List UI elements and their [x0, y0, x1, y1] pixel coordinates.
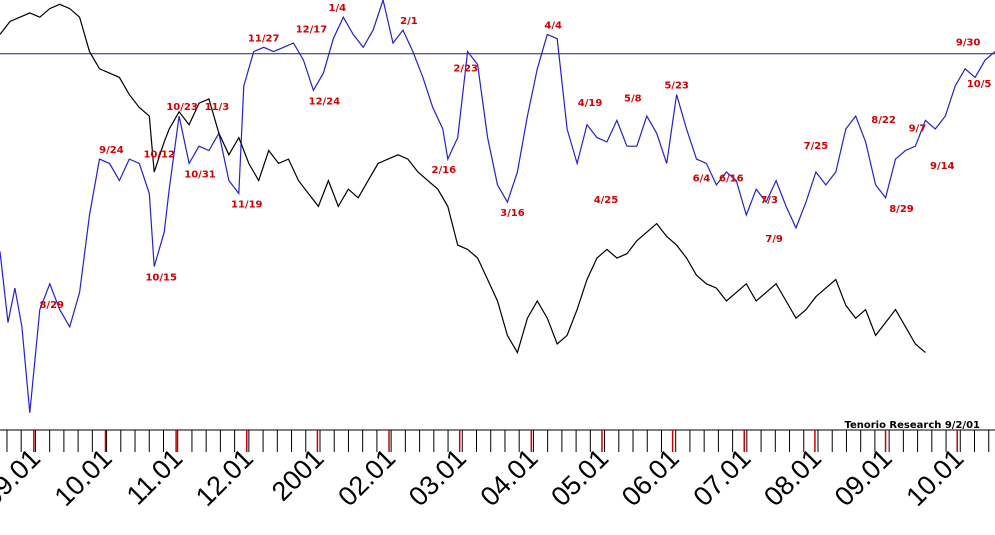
annotation-label: 7/25: [804, 141, 829, 152]
x-tick-label: 07.01: [688, 443, 757, 512]
x-tick-label: 10.01: [49, 443, 118, 512]
x-tick-label: 05.01: [545, 443, 614, 512]
annotation-label: 7/9: [765, 234, 783, 245]
x-tick-label: 02.01: [332, 443, 401, 512]
annotation-label: 5/23: [664, 81, 689, 92]
annotation-label: 9/14: [930, 161, 955, 172]
annotation-label: 10/5: [967, 79, 992, 90]
annotation-label: 10/12: [143, 149, 175, 160]
annotation-label: 10/31: [184, 169, 216, 180]
annotation-label: 3/16: [500, 208, 525, 219]
annotation-label: 6/4: [693, 174, 711, 185]
annotation-label: 12/17: [296, 25, 328, 36]
annotation-label: 9/30: [956, 38, 981, 49]
annotation-label: 11/27: [248, 33, 280, 44]
series-line-1: [0, 0, 995, 413]
annotation-label: 11/19: [231, 200, 263, 211]
annotation-label: 9/24: [99, 145, 124, 156]
annotation-label: 8/29: [889, 204, 914, 215]
x-tick-label: 04.01: [475, 443, 544, 512]
x-tick-label: 09.01: [829, 443, 898, 512]
annotation-label: 9/7: [909, 124, 927, 135]
annotation-label: 11/3: [205, 102, 230, 113]
x-tick-label: 09.01: [0, 443, 46, 512]
x-tick-label: 03.01: [403, 443, 472, 512]
annotation-label: 2/16: [432, 165, 457, 176]
annotation-label: 12/24: [309, 96, 341, 107]
x-tick-label: 2001: [266, 443, 330, 507]
annotation-label: 1/4: [329, 3, 347, 14]
x-tick-label: 11.01: [121, 443, 189, 511]
annotation-label: 7/3: [760, 195, 778, 206]
x-tick-label: 06.01: [616, 443, 685, 512]
annotation-label: 6/16: [719, 174, 744, 185]
annotation-label: 5/8: [624, 94, 642, 105]
annotation-label: 10/23: [166, 102, 198, 113]
x-tick-label: 12.01: [190, 443, 259, 512]
annotation-label: 2/23: [453, 63, 478, 74]
annotation-label: 8/29: [39, 300, 64, 311]
credit-label: Tenorio Research 9/2/01: [844, 420, 980, 431]
annotation-label: 4/19: [578, 98, 603, 109]
annotation-label: 4/25: [594, 195, 619, 206]
annotation-label: 2/1: [400, 16, 418, 27]
annotation-label: 4/4: [544, 20, 562, 31]
x-tick-label: 08.01: [758, 443, 827, 512]
annotation-label: 8/22: [871, 115, 896, 126]
annotation-label: 10/15: [145, 273, 177, 284]
x-tick-label: 10.01: [900, 443, 969, 512]
series-line-2: [0, 3, 926, 355]
